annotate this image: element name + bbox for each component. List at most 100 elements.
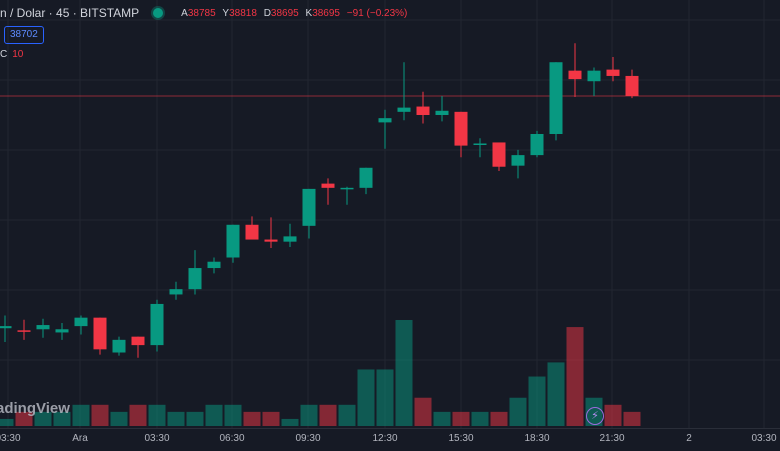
candlestick-chart[interactable] <box>0 0 780 428</box>
time-tick: 15:30 <box>448 433 474 444</box>
volume-bar <box>547 362 565 426</box>
volume-bar <box>262 411 280 426</box>
time-tick: 09:30 <box>295 433 321 444</box>
candle-body <box>492 142 506 167</box>
candle-body <box>568 70 582 80</box>
volume-bar <box>148 404 166 426</box>
volume-bar <box>34 411 52 426</box>
volume-bar <box>490 411 508 426</box>
volume-bar <box>129 404 147 426</box>
candle-body <box>17 330 31 332</box>
ohlc-high-value: 38818 <box>229 7 257 19</box>
ohlc-values: A38785 Y38818 D38695 K38695 −91 (−0.23%) <box>177 8 407 19</box>
candle-body <box>340 187 354 190</box>
ohlc-open-value: 38785 <box>187 7 216 19</box>
candle-body <box>169 289 183 295</box>
candle-body <box>378 118 392 123</box>
volume-bar <box>110 411 128 426</box>
volume-bar <box>205 404 223 426</box>
volume-legend: C 10 <box>0 49 23 60</box>
candle-body <box>302 188 316 226</box>
time-tick: 03:30 <box>751 433 777 444</box>
time-tick: 12:30 <box>372 433 398 444</box>
candle-body <box>264 239 278 242</box>
volume-bar <box>623 411 641 426</box>
volume-bar <box>281 418 299 426</box>
candle-body <box>226 224 240 258</box>
volume-bar <box>0 418 14 426</box>
candle-body <box>530 134 544 156</box>
volume-bar <box>528 376 546 426</box>
candle-body <box>397 107 411 112</box>
tradingview-watermark: adingView <box>0 400 70 417</box>
volume-bar <box>395 320 413 426</box>
candle-body <box>549 62 563 134</box>
volume-bar <box>91 404 109 426</box>
chart-area[interactable] <box>0 0 780 428</box>
volume-bar <box>376 369 394 426</box>
volume-bar <box>15 411 33 426</box>
ohlc-change: −91 (−0.23%) <box>346 7 408 19</box>
ohlc-close-value: 38695 <box>312 7 340 19</box>
volume-legend-value: 10 <box>12 49 24 60</box>
symbol-title[interactable]: n / Dolar · 45 · BITSTAMP <box>0 6 140 20</box>
volume-bar <box>357 369 375 426</box>
volume-bar <box>167 411 185 426</box>
volume-bar <box>452 411 470 426</box>
candle-body <box>55 329 69 333</box>
market-status-icon[interactable] <box>153 8 164 18</box>
candle-body <box>0 326 12 329</box>
candle-body <box>131 336 145 346</box>
volume-bar <box>72 404 90 426</box>
candle-body <box>150 303 164 346</box>
volume-bar <box>243 411 261 426</box>
time-axis[interactable]: 03:30 Ara 03:30 06:30 09:30 12:30 15:30 … <box>0 428 780 451</box>
volume-bar <box>509 397 527 426</box>
candle-body <box>587 70 601 82</box>
candle-body <box>36 325 50 330</box>
candle-body <box>188 268 202 290</box>
volume-bar <box>604 404 622 426</box>
candle-body <box>454 111 468 146</box>
candle-body <box>511 155 525 166</box>
time-tick: 2 <box>686 433 692 444</box>
ohlc-open-label: A <box>181 7 188 19</box>
time-tick: 06:30 <box>219 433 245 444</box>
time-tick: 18:30 <box>524 433 550 444</box>
volume-bar <box>566 327 584 426</box>
volume-bar <box>224 404 242 426</box>
volume-bar <box>414 397 432 426</box>
lightning-bolt-icon[interactable]: ⚡ <box>586 407 604 425</box>
time-tick: Ara <box>72 433 88 444</box>
candle-body <box>74 317 88 327</box>
candle-body <box>473 143 487 145</box>
ohlc-low-value: 38695 <box>270 7 299 19</box>
volume-bar <box>319 404 337 426</box>
candle-body <box>435 110 449 115</box>
candle-body <box>321 183 335 188</box>
time-tick: 03:30 <box>0 433 21 444</box>
time-tick: 03:30 <box>144 433 170 444</box>
candle-body <box>359 167 373 188</box>
price-badge[interactable]: 38702 <box>4 26 44 44</box>
volume-bar <box>471 411 489 426</box>
candle-body <box>283 236 297 242</box>
ohlc-close-label: K <box>305 7 313 19</box>
symbol-header: n / Dolar · 45 · BITSTAMP A38785 Y38818 … <box>0 4 407 22</box>
volume-bar <box>300 404 318 426</box>
ohlc-low-label: D <box>263 7 271 19</box>
candle-body <box>416 106 430 115</box>
volume-legend-label: C <box>0 49 8 60</box>
volume-bar <box>53 411 71 426</box>
candle-body <box>207 261 221 269</box>
candle-body <box>606 69 620 76</box>
candle-body <box>112 339 126 353</box>
time-tick: 21:30 <box>599 433 625 444</box>
volume-bar <box>433 411 451 426</box>
candle-body <box>625 75 639 96</box>
ohlc-high-label: Y <box>222 7 230 19</box>
candle-body <box>245 224 259 240</box>
candle-body <box>93 317 107 350</box>
volume-bar <box>338 404 356 426</box>
volume-bar <box>186 411 204 426</box>
